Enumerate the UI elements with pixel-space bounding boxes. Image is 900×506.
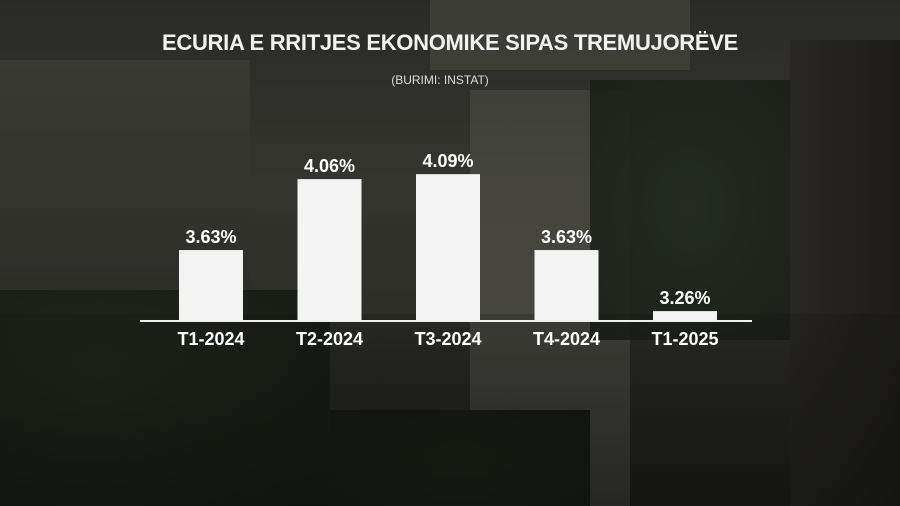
category-label: T2-2024: [296, 329, 363, 349]
category-label: T1-2025: [651, 329, 718, 349]
value-label: 3.63%: [541, 227, 592, 247]
chart-source-note: (BURIMI: INSTAT): [391, 73, 489, 87]
background-building-top: [430, 0, 690, 70]
value-label: 4.09%: [422, 151, 473, 171]
category-label: T4-2024: [533, 329, 600, 349]
background-trees-right: [590, 80, 790, 340]
category-label: T1-2024: [177, 329, 244, 349]
bar-t4-2024: [534, 250, 599, 321]
bar-t3-2024: [416, 174, 480, 321]
value-label: 3.63%: [185, 227, 236, 247]
bar-t1-2025: [653, 311, 717, 321]
chart-title: ECURIA E RRITJES EKONOMIKE SIPAS TREMUJO…: [162, 30, 738, 55]
value-label: 4.06%: [304, 156, 355, 176]
value-label: 3.26%: [659, 288, 710, 308]
category-label: T3-2024: [414, 329, 481, 349]
bar-t1-2024: [179, 250, 243, 321]
bar-t2-2024: [297, 179, 362, 321]
background-vignette: [0, 313, 900, 506]
